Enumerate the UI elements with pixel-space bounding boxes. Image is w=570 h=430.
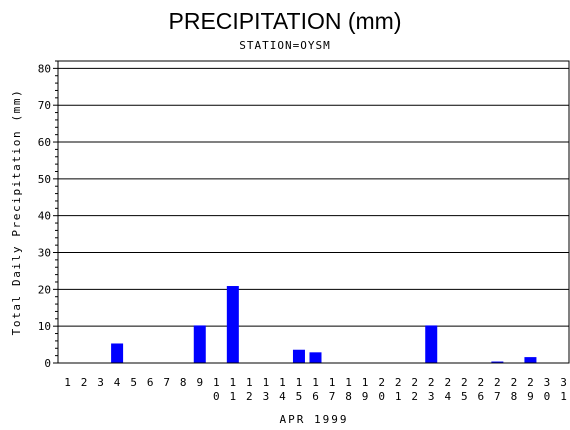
bar-day-11 (226, 286, 239, 363)
y-tick-label: 0 (44, 357, 51, 370)
x-tick-label-6: 6 (147, 376, 154, 389)
x-tick-label-9: 9 (196, 376, 203, 389)
x-tick-label-29: 2 (527, 376, 534, 389)
x-tick-label-2: 2 (81, 376, 88, 389)
chart-subtitle: STATION=OYSM (239, 39, 330, 52)
x-tick-label-18: 1 (345, 376, 352, 389)
bar-day-9 (193, 325, 206, 363)
y-tick-label: 10 (38, 320, 51, 333)
x-tick-label-23: 3 (428, 390, 435, 403)
x-tick-label-29: 9 (527, 390, 534, 403)
x-tick-label-24: 2 (444, 376, 451, 389)
x-tick-label-11: 1 (230, 376, 237, 389)
y-tick-label: 70 (38, 99, 51, 112)
x-tick-label-27: 2 (494, 376, 501, 389)
bar-day-16 (309, 352, 322, 363)
x-tick-label-11: 1 (230, 390, 237, 403)
x-tick-label-28: 2 (511, 376, 518, 389)
grid-lines (53, 67, 569, 364)
bar-day-23 (425, 325, 438, 363)
x-tick-label-13: 1 (263, 376, 270, 389)
x-tick-label-21: 2 (395, 376, 402, 389)
x-tick-label-25: 5 (461, 390, 468, 403)
x-tick-label-4: 4 (114, 376, 121, 389)
x-tick-label-20: 0 (378, 390, 385, 403)
x-tick-label-21: 1 (395, 390, 402, 403)
x-tick-label-30: 3 (544, 376, 551, 389)
bar-day-15 (292, 349, 305, 363)
y-tick-label: 40 (38, 210, 51, 223)
y-tick-label: 50 (38, 173, 51, 186)
x-tick-label-18: 8 (345, 390, 352, 403)
x-tick-label-10: 1 (213, 376, 220, 389)
y-tick-label: 20 (38, 283, 51, 296)
x-tick-label-22: 2 (411, 376, 418, 389)
x-tick-label-15: 1 (296, 376, 303, 389)
x-tick-label-16: 1 (312, 376, 319, 389)
x-tick-label-13: 3 (263, 390, 270, 403)
x-axis-label: APR 1999 (280, 413, 349, 426)
x-tick-label-22: 2 (411, 390, 418, 403)
y-axis-label: Total Daily Precipitation (mm) (10, 89, 23, 336)
x-tick-label-8: 8 (180, 376, 187, 389)
x-tick-label-5: 5 (130, 376, 137, 389)
chart-title: PRECIPITATION (mm) (169, 8, 402, 34)
x-tick-label-26: 6 (478, 390, 485, 403)
y-tick-label: 80 (38, 62, 51, 75)
x-tick-label-26: 2 (478, 376, 485, 389)
y-minor-ticks (55, 60, 58, 357)
x-tick-label-15: 5 (296, 390, 303, 403)
x-tick-label-14: 1 (279, 376, 286, 389)
bars (111, 286, 537, 363)
x-tick-label-23: 2 (428, 376, 435, 389)
x-tick-label-7: 7 (163, 376, 170, 389)
x-tick-label-10: 0 (213, 390, 220, 403)
bar-day-4 (111, 343, 124, 363)
bar-day-27 (491, 361, 504, 363)
y-tick-label: 60 (38, 136, 51, 149)
x-tick-label-28: 8 (511, 390, 518, 403)
x-tick-label-31: 1 (560, 390, 567, 403)
x-tick-label-31: 3 (560, 376, 567, 389)
x-tick-label-25: 2 (461, 376, 468, 389)
y-tick-label: 30 (38, 247, 51, 260)
x-tick-label-20: 2 (378, 376, 385, 389)
x-tick-label-24: 4 (444, 390, 451, 403)
x-tick-label-17: 7 (329, 390, 336, 403)
x-tick-label-12: 2 (246, 390, 253, 403)
bar-day-29 (524, 357, 537, 363)
x-tick-label-14: 4 (279, 390, 286, 403)
x-tick-label-12: 1 (246, 376, 253, 389)
x-tick-label-17: 1 (329, 376, 336, 389)
x-tick-label-3: 3 (97, 376, 104, 389)
x-tick-label-1: 1 (64, 376, 71, 389)
x-tick-label-16: 6 (312, 390, 319, 403)
plot-area (57, 60, 570, 364)
x-tick-label-19: 9 (362, 390, 369, 403)
x-tick-label-27: 7 (494, 390, 501, 403)
x-tick-label-19: 1 (362, 376, 369, 389)
x-tick-labels: 1 2 3 4 5 6 7 8 9 1011121314151617181920212223242… (64, 376, 567, 403)
y-tick-labels: 0 10 20 30 40 50 60 70 80 (38, 62, 51, 370)
x-tick-label-30: 0 (544, 390, 551, 403)
